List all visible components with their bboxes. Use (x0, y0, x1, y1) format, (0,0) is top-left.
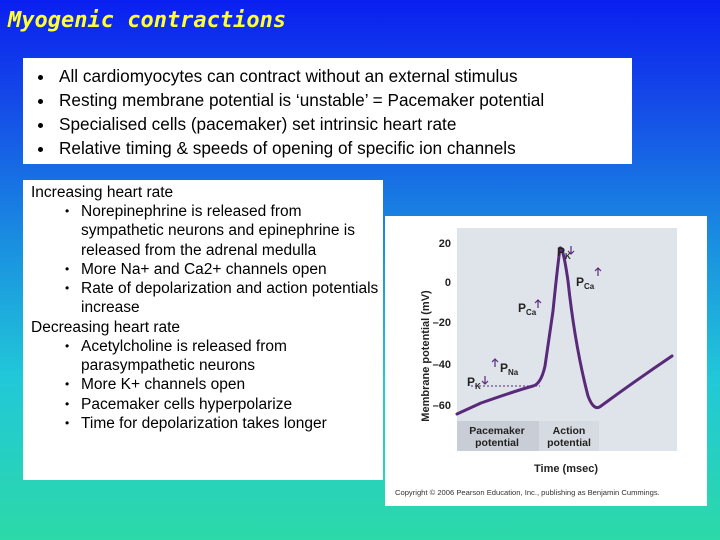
phase-pacemaker-line2: potential (475, 437, 519, 449)
increase-heading: Increasing heart rate (31, 184, 174, 201)
increase-item: Norepinephrine is released from sympathe… (65, 202, 383, 260)
pacemaker-phase-band (457, 421, 539, 451)
y-tick-label: 20 (439, 238, 451, 250)
svg-text:PCa: PCa (576, 275, 595, 291)
pca-right-sub: Ca (584, 282, 595, 291)
pna-up-arrow-icon (491, 358, 499, 367)
pacemaker-potential-figure: Membrane potential (mV) 20 0 –20 –40 –60… (385, 216, 707, 506)
y-tick-label: –20 (433, 317, 451, 329)
potential-graph: Membrane potential (mV) 20 0 –20 –40 –60… (395, 228, 677, 497)
decrease-item: Time for depolarization takes longer (65, 414, 383, 434)
slide-title: Myogenic contractions (8, 8, 287, 33)
decrease-item: Acetylcholine is released from parasympa… (65, 337, 383, 376)
pk-down-arrow-icon (481, 376, 489, 385)
intro-bullet: Relative timing & speeds of opening of s… (55, 136, 632, 160)
svg-text:PK: PK (557, 245, 571, 261)
y-tick-label: –40 (433, 359, 451, 371)
pna-sub: Na (508, 368, 519, 377)
intro-bullet: Specialised cells (pacemaker) set intrin… (55, 112, 632, 136)
svg-text:PCa: PCa (518, 301, 537, 317)
intro-bullet-box: All cardiomyocytes can contract without … (23, 58, 632, 164)
decrease-item: More K+ channels open (65, 375, 383, 395)
action-phase-band (539, 421, 599, 451)
pk-low-sub: K (475, 382, 481, 391)
increase-item: Rate of depolarization and action potent… (65, 279, 383, 318)
decrease-item: Pacemaker cells hyperpolarize (65, 395, 383, 415)
pca-down-arrow-icon (594, 267, 602, 276)
pca-right-label: P (576, 275, 584, 289)
heart-rate-box: Increasing heart rate Norepinephrine is … (23, 180, 383, 480)
membrane-potential-curve (455, 246, 674, 416)
pca-mid-sub: Ca (526, 308, 537, 317)
phase-action-line1: Action (553, 425, 586, 437)
svg-text:PK: PK (467, 375, 481, 391)
y-tick-label: –60 (433, 400, 451, 412)
svg-text:PNa: PNa (500, 361, 519, 377)
y-tick-label: 0 (445, 277, 451, 289)
pk-top-sub: K (565, 252, 571, 261)
phase-action-line2: potential (547, 437, 591, 449)
intro-bullet: All cardiomyocytes can contract without … (55, 64, 632, 88)
pna-label: P (500, 361, 508, 375)
x-axis-label: Time (msec) (534, 463, 598, 475)
pca-mid-label: P (518, 301, 526, 315)
pk-top-label: P (557, 245, 565, 259)
pk-up-arrow-icon (567, 246, 575, 255)
plot-area (457, 228, 677, 451)
pk-low-label: P (467, 375, 475, 389)
increase-item: More Na+ and Ca2+ channels open (65, 260, 383, 280)
phase-pacemaker-line1: Pacemaker (469, 425, 524, 437)
copyright-text: Copyright © 2006 Pearson Education, Inc.… (395, 488, 660, 497)
decrease-heading: Decreasing heart rate (31, 318, 181, 336)
pca-up-arrow-icon (534, 299, 542, 308)
y-axis-label: Membrane potential (mV) (420, 290, 432, 422)
intro-bullet: Resting membrane potential is ‘unstable’… (55, 88, 632, 112)
